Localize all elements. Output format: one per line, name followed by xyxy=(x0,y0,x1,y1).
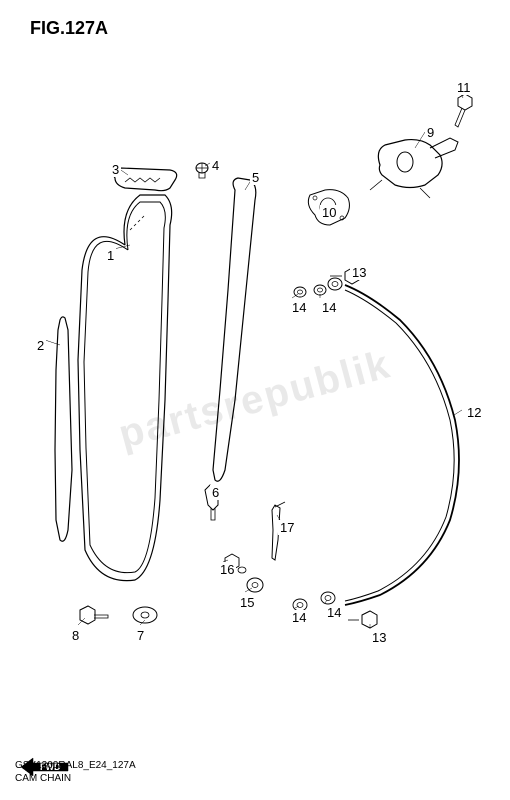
callout-14a: 14 xyxy=(290,300,308,315)
callout-9: 9 xyxy=(425,125,436,140)
callout-5: 5 xyxy=(250,170,261,185)
callout-3: 3 xyxy=(110,162,121,177)
callout-13b: 13 xyxy=(370,630,388,645)
callout-7: 7 xyxy=(135,628,146,643)
callout-15: 15 xyxy=(238,595,256,610)
callout-2: 2 xyxy=(35,338,46,353)
callout-14d: 14 xyxy=(325,605,343,620)
part-name: CAM CHAIN xyxy=(15,772,136,785)
callout-16: 16 xyxy=(218,562,236,577)
callout-14c: 14 xyxy=(290,610,308,625)
callout-13a: 13 xyxy=(350,265,368,280)
callout-4: 4 xyxy=(210,158,221,173)
callout-8: 8 xyxy=(70,628,81,643)
parts-diagram xyxy=(10,50,500,750)
callout-17: 17 xyxy=(278,520,296,535)
callout-14b: 14 xyxy=(320,300,338,315)
diagram-container: 1 2 3 4 5 6 7 8 9 10 11 12 13 13 14 14 1… xyxy=(10,50,500,750)
callout-1: 1 xyxy=(105,248,116,263)
footer-text: GSX1300RAL8_E24_127A CAM CHAIN xyxy=(15,759,136,785)
callout-12: 12 xyxy=(465,405,483,420)
callout-11: 11 xyxy=(455,80,473,95)
callout-10: 10 xyxy=(320,205,338,220)
callout-6: 6 xyxy=(210,485,221,500)
figure-title: FIG.127A xyxy=(30,18,108,39)
model-code: GSX1300RAL8_E24_127A xyxy=(15,759,136,772)
